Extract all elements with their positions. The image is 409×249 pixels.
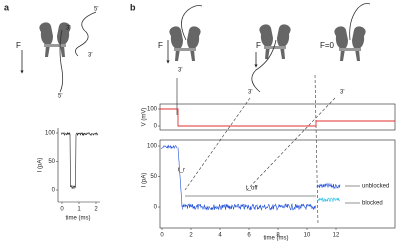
current-trace <box>316 196 340 203</box>
y-tick-label: 100 <box>147 144 158 150</box>
dna-strand <box>181 3 371 93</box>
x-tick-label: 12 <box>333 233 340 239</box>
annotation: t_off <box>246 186 258 192</box>
current-trace <box>160 144 177 149</box>
pore-schematic <box>259 24 291 59</box>
current-trace <box>316 182 341 190</box>
current-trace <box>181 202 317 211</box>
force-label: F <box>16 41 21 50</box>
strand-end: 5' <box>58 94 62 100</box>
x-axis-label: time (ms) <box>264 236 289 242</box>
state-label: blocked <box>362 201 383 207</box>
state-label: unblocked <box>362 184 389 190</box>
strand-end: 3' <box>178 68 182 74</box>
x-tick-label: 10 <box>304 233 311 239</box>
x-tick-label: 0 <box>160 233 164 239</box>
x-tick-label: 0 <box>60 207 64 213</box>
y-tick-label: 100 <box>147 107 158 113</box>
figure: a F 5' 3' 3' 5' I (pA) time (ms) b F 3' … <box>4 2 396 242</box>
panel-label: a <box>4 2 10 12</box>
y-tick-label: 0 <box>154 205 158 211</box>
x-tick-label: 2 <box>94 207 98 213</box>
x-tick-label: 2 <box>189 233 193 239</box>
force-label: F=0 <box>320 41 335 50</box>
strand-end: 5' <box>94 7 98 13</box>
strand-end: 3' <box>88 53 92 59</box>
pore-schematic <box>169 26 201 61</box>
y-tick-label: 0 <box>52 188 56 194</box>
force-label: F <box>256 41 261 50</box>
voltage-axes <box>159 103 396 131</box>
voltage-trace <box>160 108 395 127</box>
y-axis-label: V (mV) <box>142 108 148 127</box>
y-tick-label: 0 <box>154 124 158 130</box>
strand-end: 3' <box>248 90 252 96</box>
x-tick-label: 4 <box>218 233 222 239</box>
y-tick-label: 50 <box>150 174 157 180</box>
x-tick-label: 6 <box>247 233 251 239</box>
y-axis-label: I (pA) <box>38 158 44 173</box>
current-trace <box>60 131 99 190</box>
strand-end: 3' <box>340 90 344 96</box>
panel-label: b <box>130 2 136 12</box>
dna-strand <box>59 11 97 93</box>
x-axis-label: time (ms) <box>66 216 91 222</box>
plot-a: I (pA) time (ms) <box>38 128 100 222</box>
force-label: F <box>158 41 163 50</box>
strand-end: 3' <box>66 26 70 32</box>
y-axis-label: I (pA) <box>142 173 148 188</box>
annotation: t_r <box>178 168 185 174</box>
current-axes <box>159 139 396 229</box>
y-tick-label: 100 <box>45 131 56 137</box>
x-tick-label: 1 <box>77 207 81 213</box>
x-tick-label: 8 <box>276 233 280 239</box>
connector-lines <box>184 74 336 226</box>
current-trace <box>177 147 183 208</box>
y-tick-label: 50 <box>48 159 55 165</box>
